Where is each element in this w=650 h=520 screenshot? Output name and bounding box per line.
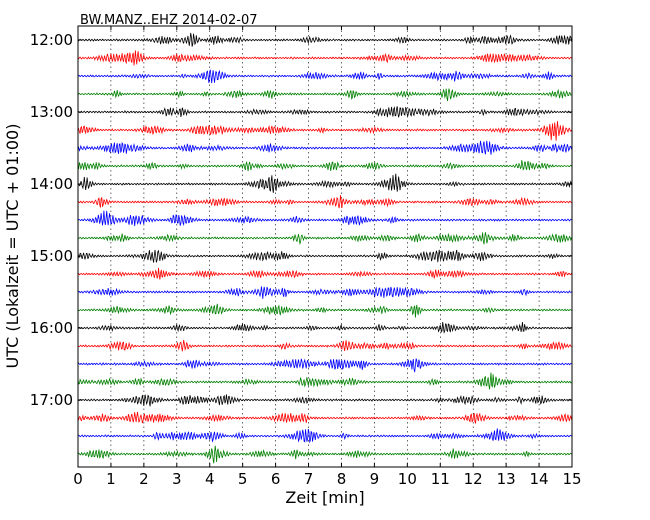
y-tick-label: 14:00 [30, 175, 73, 193]
chart-title: BW.MANZ..EHZ 2014-02-07 [80, 13, 258, 28]
trace-line [77, 210, 572, 227]
trace-line [77, 160, 572, 172]
x-axis-ticks: 0 1 2 3 4 5 6 7 8 9 10 11 12 13 14 15 [73, 26, 582, 488]
trace-line [77, 445, 572, 464]
trace-line [77, 428, 572, 444]
x-tick-label: 5 [238, 470, 248, 488]
x-tick-label: 9 [370, 470, 380, 488]
x-tick-label: 12 [464, 470, 483, 488]
y-axis-label: UTC (Lokalzeit = UTC + 01:00) [3, 124, 22, 369]
y-tick-label: 12:00 [30, 31, 73, 49]
grid-lines [110, 26, 540, 467]
x-tick-label: 8 [337, 470, 347, 488]
x-tick-label: 1 [106, 470, 116, 488]
x-tick-label: 10 [398, 470, 417, 488]
y-tick-label: 15:00 [30, 247, 73, 265]
y-tick-label: 16:00 [30, 319, 73, 337]
x-tick-label: 3 [172, 470, 182, 488]
trace-line [77, 321, 572, 334]
x-tick-label: 4 [205, 470, 215, 488]
trace-line [77, 106, 572, 118]
trace-line [77, 195, 572, 209]
trace-line [77, 394, 572, 407]
x-tick-label: 15 [562, 470, 581, 488]
trace-line [77, 411, 572, 425]
trace-line [77, 372, 572, 390]
traces [77, 32, 572, 464]
trace-line [77, 249, 572, 263]
trace-line [77, 121, 572, 141]
x-tick-label: 0 [73, 470, 83, 488]
trace-line [77, 286, 572, 299]
trace-line [77, 69, 572, 84]
trace-line [77, 32, 572, 47]
plot-area [78, 26, 572, 467]
plot-frame [77, 25, 573, 468]
x-tick-label: 7 [304, 470, 314, 488]
trace-line [77, 358, 572, 373]
trace-line [77, 140, 572, 155]
trace-line [77, 339, 572, 352]
trace-line [77, 173, 572, 193]
y-axis-ticks: 12:00 13:00 14:00 15:00 16:00 17:00 [30, 31, 572, 409]
trace-line [77, 232, 572, 246]
x-tick-label: 2 [139, 470, 149, 488]
y-tick-label: 13:00 [30, 103, 73, 121]
x-tick-label: 11 [431, 470, 450, 488]
x-tick-label: 14 [530, 470, 549, 488]
trace-line [77, 303, 572, 318]
trace-line [77, 50, 572, 66]
x-tick-label: 13 [497, 470, 516, 488]
y-tick-label: 17:00 [30, 391, 73, 409]
x-axis-label: Zeit [min] [285, 488, 364, 507]
x-tick-label: 6 [271, 470, 281, 488]
trace-line [77, 267, 572, 280]
trace-line [77, 88, 572, 102]
